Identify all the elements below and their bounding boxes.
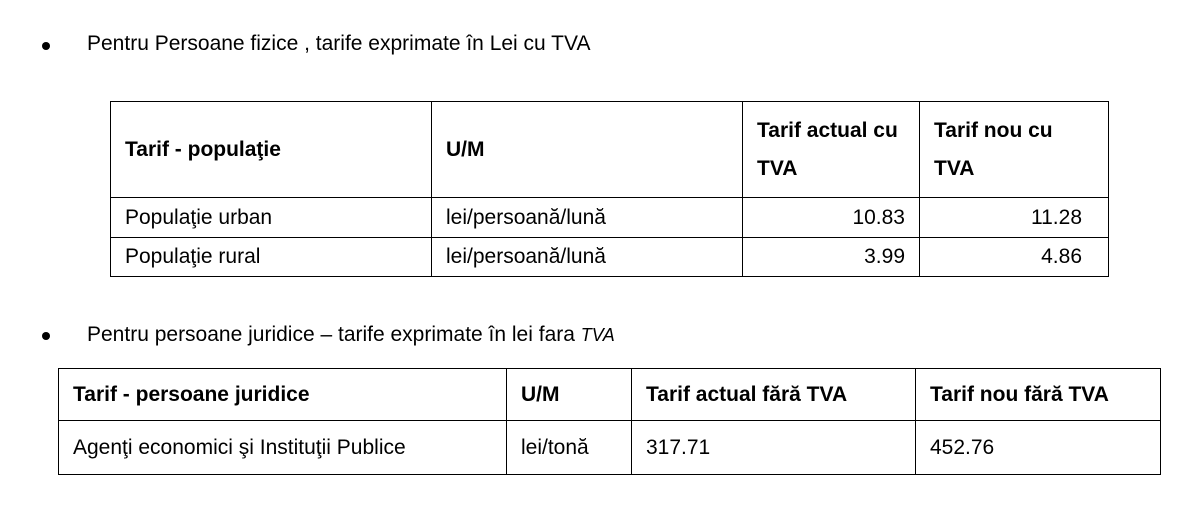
section1-heading: Pentru Persoane fizice , tarife exprimat… <box>87 32 591 55</box>
bullet-icon <box>42 42 50 50</box>
table-row: Populaţie rural lei/persoană/lună 3.99 4… <box>110 237 1109 277</box>
header-cell: Tarif actual cu TVA <box>742 101 920 198</box>
section2-heading: Pentru persoane juridice – tarife exprim… <box>87 323 615 347</box>
table-header-row: Tarif - populaţie U/M Tarif actual cu TV… <box>110 101 1109 198</box>
header-cell: U/M <box>431 101 743 198</box>
individuals-tariff-table: Tarif - populaţie U/M Tarif actual cu TV… <box>110 101 1109 277</box>
cell: 11.28 <box>919 197 1109 238</box>
table-header-row: Tarif - persoane juridice U/M Tarif actu… <box>58 368 1161 421</box>
cell: lei/persoană/lună <box>431 197 743 238</box>
header-cell: Tarif - persoane juridice <box>58 368 507 421</box>
cell: Agenţi economici şi Instituţii Publice <box>58 420 507 475</box>
table-row: Populaţie urban lei/persoană/lună 10.83 … <box>110 197 1109 238</box>
table-row: Agenţi economici şi Instituţii Publice l… <box>58 420 1161 475</box>
cell: 3.99 <box>742 237 920 277</box>
header-cell: Tarif nou fără TVA <box>915 368 1161 421</box>
cell: lei/persoană/lună <box>431 237 743 277</box>
header-cell: Tarif nou cu TVA <box>919 101 1109 198</box>
cell: 10.83 <box>742 197 920 238</box>
heading-italic: TVA <box>580 324 615 345</box>
cell: Populaţie urban <box>110 197 432 238</box>
header-cell: Tarif actual fără TVA <box>631 368 916 421</box>
cell: lei/tonă <box>506 420 632 475</box>
cell: 452.76 <box>915 420 1161 475</box>
legal-entities-tariff-table: Tarif - persoane juridice U/M Tarif actu… <box>58 368 1161 475</box>
header-cell: Tarif - populaţie <box>110 101 432 198</box>
cell: 4.86 <box>919 237 1109 277</box>
header-cell: U/M <box>506 368 632 421</box>
heading-text: Pentru persoane juridice – tarife exprim… <box>87 323 575 346</box>
cell: 317.71 <box>631 420 916 475</box>
bullet-icon <box>42 332 50 340</box>
cell: Populaţie rural <box>110 237 432 277</box>
